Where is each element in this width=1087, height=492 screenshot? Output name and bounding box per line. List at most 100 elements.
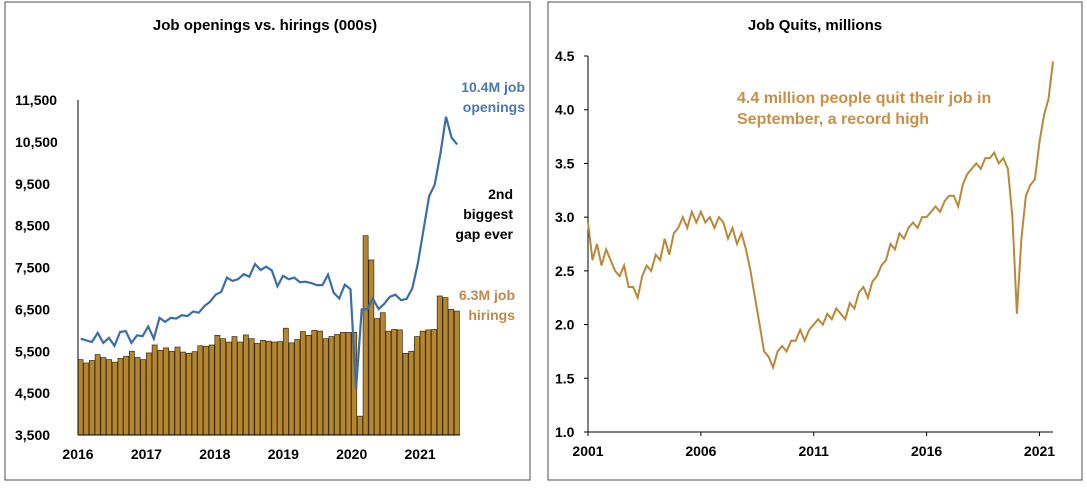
annotation-quits-line2: September, a record high (737, 111, 929, 128)
right-chart-title: Job Quits, millions (748, 17, 882, 34)
left-x-tick-label: 2017 (131, 446, 162, 462)
right-quits-line (587, 61, 1054, 371)
hirings-bar (242, 334, 249, 436)
right-x-tick-label: 2016 (911, 443, 942, 459)
right-x-tick-label: 2021 (1024, 443, 1055, 459)
annotation-hirings-line2: hirings (468, 307, 515, 323)
hirings-bar (128, 350, 135, 436)
annotation-gap-line3: gap ever (455, 226, 513, 242)
hirings-bar (140, 359, 147, 436)
hirings-bar (339, 332, 346, 436)
hirings-bar (368, 259, 375, 436)
right-y-tick-label: 3.5 (555, 155, 575, 171)
hirings-bar (117, 358, 124, 436)
annotation-gap-line1: 2nd (488, 186, 513, 202)
hirings-bar (414, 336, 420, 436)
right-y-tick-label: 4.5 (555, 48, 575, 64)
hirings-bar (271, 341, 278, 436)
hirings-bar (311, 329, 318, 436)
left-x-tick-labels: 2016 2017 2018 2019 2020 2021 (62, 446, 435, 462)
hirings-bar (288, 342, 295, 436)
left-y-tick-label: 4,500 (15, 385, 50, 401)
hirings-bar (357, 415, 363, 436)
hirings-bar (83, 362, 90, 436)
left-y-tick-labels: 3,500 4,500 5,500 6,500 7,500 8,500 9,500 10,50… (15, 92, 58, 443)
left-chart-title: Job openings vs. hirings (000s) (153, 17, 377, 34)
left-y-tick-label: 6,500 (15, 301, 50, 317)
right-y-tick-label: 2.5 (555, 263, 575, 279)
right-y-tick-label: 4.0 (555, 102, 575, 118)
right-x-tick-labels: 2001 2006 2011 2016 2021 (572, 432, 1055, 459)
hirings-bar (408, 350, 415, 436)
hirings-bar (305, 334, 312, 436)
hirings-bar (185, 352, 192, 436)
hirings-bar (385, 330, 392, 436)
right-y-tick-labels: 1.0 1.5 2.0 2.5 3.0 3.5 4.0 4.5 (555, 48, 588, 440)
hirings-bar (225, 341, 232, 436)
hirings-bar (436, 295, 443, 436)
hirings-bar (334, 334, 341, 436)
hirings-bar (328, 336, 335, 436)
hirings-bar (168, 350, 175, 436)
left-x-tick-label: 2019 (268, 446, 299, 462)
left-x-tick-label: 2021 (405, 446, 436, 462)
hirings-bar (391, 329, 398, 436)
hirings-bar (146, 352, 152, 436)
hirings-bar (396, 329, 403, 436)
right-x-tick-label: 2001 (572, 443, 603, 459)
annotation-openings-line2: openings (463, 99, 525, 115)
left-x-tick-label: 2016 (62, 446, 93, 462)
hirings-bar (442, 297, 449, 436)
right-chart-frame (547, 1, 1083, 481)
hirings-bar (106, 359, 112, 436)
hirings-bar (134, 357, 141, 436)
hirings-bar (191, 351, 198, 436)
right-y-tick-label: 3.0 (555, 209, 575, 225)
hirings-bar (220, 338, 226, 436)
hirings-bar (402, 352, 409, 436)
hirings-bar (260, 340, 266, 436)
right-y-tick-label: 2.0 (555, 317, 575, 333)
hirings-bar (100, 357, 107, 436)
left-x-tick-label: 2020 (336, 446, 367, 462)
hirings-bar (425, 329, 432, 436)
annotation-quits-line1: 4.4 million people quit their job in (737, 90, 991, 107)
hirings-bar (294, 339, 301, 436)
hirings-bar (345, 332, 352, 436)
left-y-tick-label: 10,500 (15, 134, 58, 150)
left-y-tick-label: 7,500 (15, 260, 50, 276)
annotation-hirings-line1: 6.3M job (459, 287, 515, 303)
hirings-bar (431, 329, 437, 436)
left-x-tick-label: 2018 (199, 446, 230, 462)
hirings-bar (208, 344, 215, 436)
hirings-bar (254, 342, 261, 436)
left-openings-line (80, 116, 459, 389)
hirings-bar (111, 361, 118, 436)
right-x-tick-label: 2011 (799, 443, 830, 459)
left-chart-panel: Job openings vs. hirings (000s) 3,500 4,5… (4, 1, 531, 481)
hirings-bar (448, 309, 455, 436)
hirings-bar (322, 338, 329, 436)
left-y-tick-label: 8,500 (15, 218, 50, 234)
hirings-bar (419, 330, 426, 436)
hirings-bar (248, 338, 255, 436)
right-y-tick-label: 1.0 (555, 424, 575, 440)
hirings-bar (157, 350, 164, 436)
right-x-tick-label: 2006 (685, 443, 716, 459)
hirings-bar (123, 355, 130, 436)
left-y-tick-label: 11,500 (15, 92, 57, 108)
left-hirings-bars (77, 235, 460, 436)
hirings-bar (203, 345, 209, 436)
left-y-tick-label: 5,500 (15, 343, 50, 359)
hirings-bar (453, 310, 460, 436)
hirings-bar (277, 341, 283, 436)
hirings-bar (317, 330, 323, 436)
hirings-bar (231, 336, 238, 436)
hirings-bar (180, 351, 187, 436)
hirings-bar (214, 334, 221, 436)
hirings-bar (362, 235, 369, 436)
right-y-tick-label: 1.5 (555, 370, 575, 386)
hirings-bar (94, 354, 101, 436)
